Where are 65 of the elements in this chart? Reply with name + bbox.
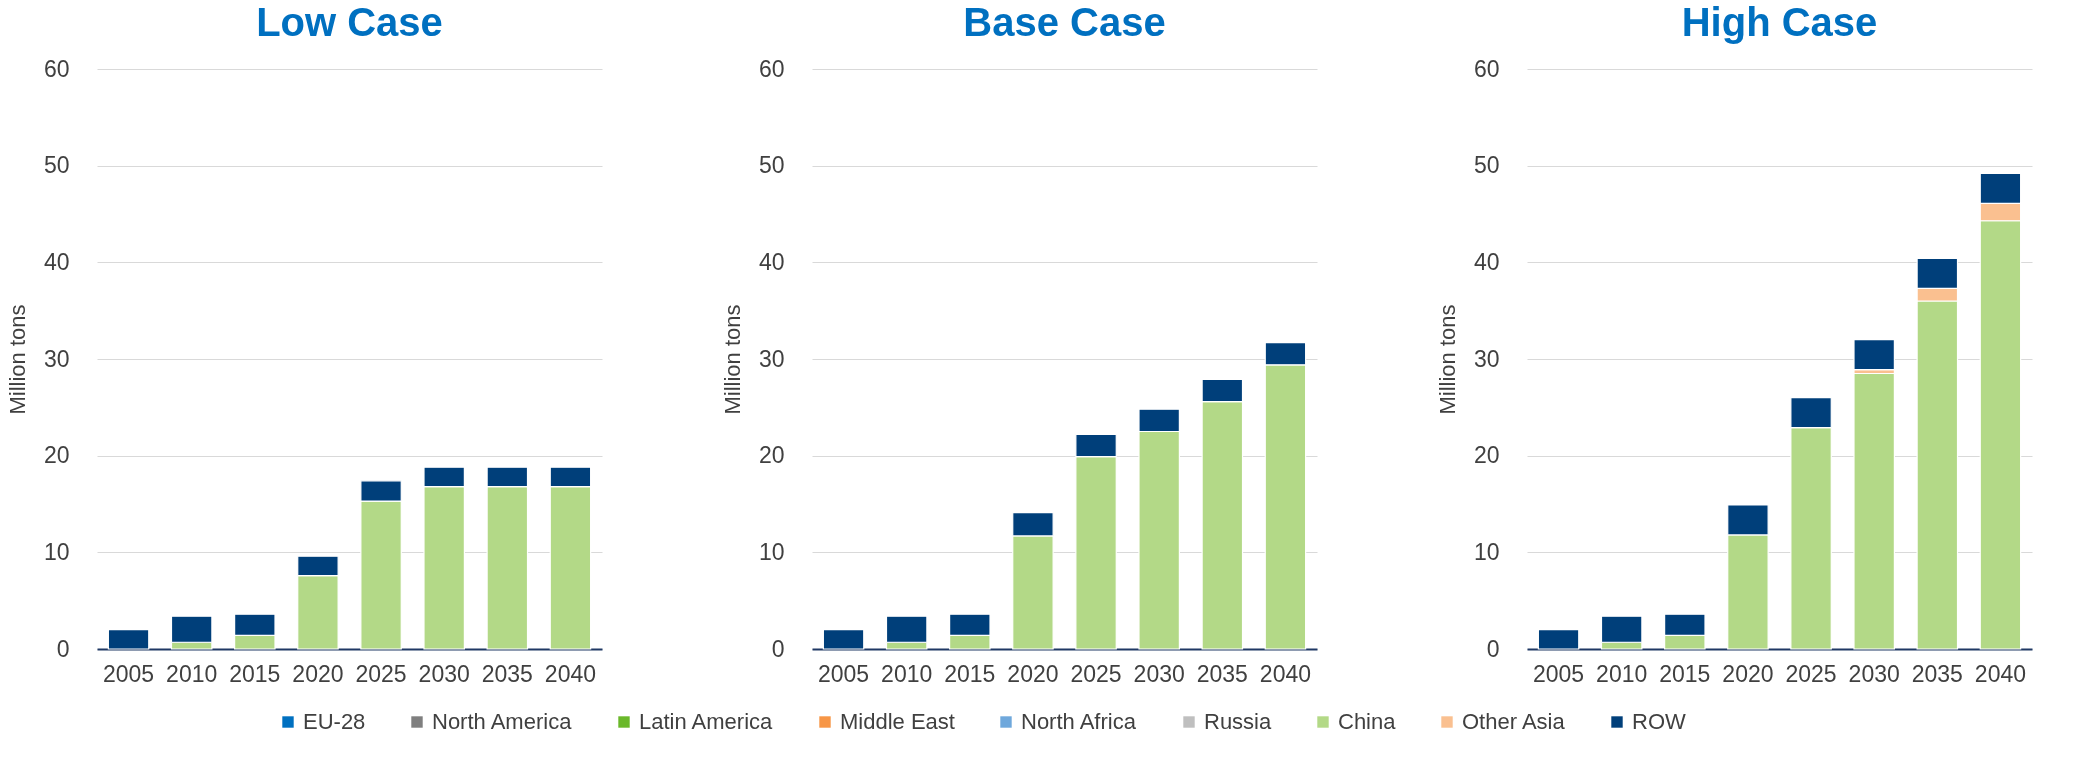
y-tick-label: 60 (1473, 55, 1500, 82)
y-tick-label: 0 (1486, 635, 1500, 662)
chart-title: Low Case (256, 0, 443, 44)
legend-label: Middle East (840, 709, 955, 734)
x-tick-label: 2010 (166, 660, 218, 687)
x-tick-label: 2005 (102, 660, 155, 687)
y-tick-label: 10 (758, 538, 785, 565)
legend-label: ROW (1632, 709, 1686, 734)
legend-label: North America (432, 709, 573, 734)
y-tick-label: 50 (1473, 152, 1500, 179)
x-tick-label: 2035 (1196, 660, 1248, 687)
bar (1537, 629, 1580, 650)
x-tick-label: 2030 (1133, 660, 1185, 687)
y-tick-label: 30 (1473, 345, 1500, 372)
y-tick-label: 0 (56, 635, 70, 662)
bar (1853, 339, 1895, 371)
x-tick-label: 2040 (544, 660, 597, 687)
x-tick-label: 2025 (355, 660, 407, 687)
y-tick-label: 0 (771, 635, 785, 662)
legend-label: China (1338, 709, 1397, 734)
y-tick-label: 40 (1473, 248, 1500, 275)
x-tick-label: 2035 (1911, 660, 1963, 687)
y-tick-label: 50 (758, 152, 785, 179)
y-axis-title: Million tons (4, 304, 30, 415)
y-tick-label: 40 (43, 248, 70, 275)
x-tick-label: 2040 (1259, 660, 1312, 687)
x-tick-label: 2030 (418, 660, 470, 687)
x-tick-label: 2025 (1070, 660, 1122, 687)
bar (1853, 372, 1895, 650)
y-tick-label: 30 (758, 345, 785, 372)
legend-label: North Africa (1021, 709, 1137, 734)
y-tick-label: 10 (43, 538, 70, 565)
y-tick-label: 50 (43, 152, 70, 179)
y-tick-label: 20 (758, 442, 785, 469)
x-tick-label: 2010 (881, 660, 933, 687)
x-tick-label: 2030 (1848, 660, 1900, 687)
y-tick-label: 60 (43, 55, 70, 82)
y-axis-title: Million tons (719, 304, 745, 415)
x-tick-label: 2020 (1722, 660, 1774, 687)
x-tick-label: 2015 (229, 660, 281, 687)
legend-label: EU-28 (303, 709, 366, 734)
legend-label: Latin America (639, 709, 774, 734)
bar (107, 629, 150, 650)
x-tick-label: 2035 (481, 660, 533, 687)
chart-title: Base Case (963, 0, 1166, 44)
y-tick-label: 10 (1473, 538, 1500, 565)
x-tick-label: 2015 (944, 660, 996, 687)
y-tick-label: 20 (1473, 442, 1500, 469)
x-tick-label: 2020 (292, 660, 344, 687)
x-tick-label: 2005 (817, 660, 870, 687)
x-tick-label: 2040 (1974, 660, 2027, 687)
y-tick-label: 60 (758, 55, 785, 82)
legend-label: Russia (1204, 709, 1273, 734)
x-tick-label: 2025 (1785, 660, 1837, 687)
bar (822, 629, 865, 650)
x-tick-label: 2010 (1596, 660, 1648, 687)
x-tick-label: 2005 (1532, 660, 1585, 687)
x-tick-label: 2015 (1659, 660, 1711, 687)
y-tick-label: 20 (43, 442, 70, 469)
y-tick-label: 40 (758, 248, 785, 275)
x-tick-label: 2020 (1007, 660, 1059, 687)
y-axis-title: Million tons (1434, 304, 1460, 415)
chart-title: High Case (1681, 0, 1878, 44)
legend-label: Other Asia (1462, 709, 1566, 734)
y-tick-label: 30 (43, 345, 70, 372)
